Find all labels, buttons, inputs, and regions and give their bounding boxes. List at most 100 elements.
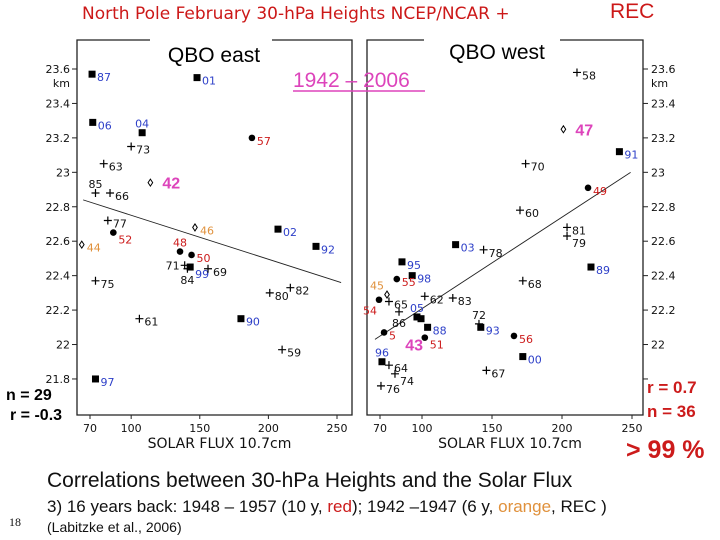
subcaption-part: 3) 16 years back: 1948 – 1957 (10 y,: [47, 497, 327, 516]
point-label: 55: [402, 276, 416, 289]
point-plus: [420, 292, 429, 301]
y-tick-label: 23.6: [46, 63, 71, 76]
trend-line: [374, 171, 631, 340]
point-label: 65: [394, 298, 408, 311]
point-label: 76: [386, 383, 400, 396]
point-label: 45: [370, 280, 384, 293]
point-diamond: [192, 223, 198, 232]
point-circle: [188, 251, 195, 259]
point-plus: [563, 223, 572, 232]
point-label: 03: [461, 242, 475, 255]
point-plus: [395, 307, 404, 316]
point-circle: [393, 275, 401, 283]
x-tick-label: 150: [189, 422, 210, 435]
point-square: [519, 353, 527, 361]
x-axis-label: SOLAR FLUX 10.7cm: [438, 436, 582, 452]
point-label: 59: [287, 347, 301, 360]
point-plus: [127, 142, 136, 151]
east-n-stat: n = 29: [6, 387, 52, 404]
y-unit-label: km: [651, 77, 668, 90]
y-tick-label: 22.8: [651, 201, 676, 214]
point-square: [398, 258, 406, 266]
point-circle: [380, 329, 388, 336]
y-tick-label: 22: [56, 339, 70, 352]
point-plus: [99, 159, 108, 168]
point-label: 56: [519, 333, 533, 346]
point-label: 79: [572, 237, 586, 250]
point-label: 46: [200, 224, 214, 237]
point-square: [408, 272, 416, 280]
point-label: 06: [98, 119, 112, 132]
point-label: 00: [528, 354, 542, 367]
point-label: 71: [166, 259, 180, 272]
subcaption-part: , REC ): [551, 497, 607, 516]
point-square: [378, 358, 386, 366]
point-label: 54: [363, 305, 377, 318]
point-label: 86: [392, 317, 406, 330]
point-square: [186, 263, 194, 271]
citation: (Labitzke et al., 2006): [47, 519, 182, 535]
point-plus: [286, 283, 295, 292]
point-label: 57: [257, 135, 271, 148]
point-label: 93: [486, 324, 500, 337]
y-tick-label: 23.4: [46, 97, 71, 110]
x-tick-label: 100: [121, 422, 142, 435]
point-plus: [265, 288, 274, 297]
panel-qbo-west: 23.6 23.4 23.2 23 22.8 22.6 22.4 22.2 22 km 70 100 1…: [363, 39, 676, 452]
point-label: 74: [400, 375, 414, 388]
subcaption: 3) 16 years back: 1948 – 1957 (10 y, red…: [47, 497, 607, 516]
point-label: 49: [593, 185, 607, 198]
point-square: [91, 375, 99, 383]
trend-line: [83, 199, 342, 283]
point-label: 90: [246, 316, 260, 329]
y-unit-label: km: [53, 77, 70, 90]
point-label: 64: [394, 362, 408, 375]
point-label: 02: [283, 226, 297, 239]
point-label: 43: [405, 338, 423, 355]
point-plus: [106, 188, 115, 197]
point-plus: [516, 206, 524, 215]
point-plus: [135, 314, 144, 323]
point-label: 73: [136, 143, 150, 156]
x-tick-label: 100: [412, 422, 433, 435]
point-label: 92: [321, 243, 335, 256]
point-plus: [521, 159, 530, 168]
panel-qbo-east: 23.6 23.4 23.2 23 22.8 22.6 22.4 22.2 22 21.8 km 70…: [46, 39, 353, 452]
point-label: 67: [491, 367, 505, 380]
x-axis-label: SOLAR FLUX 10.7cm: [148, 436, 292, 452]
point-diamond: [560, 124, 567, 134]
significance-label: > 99 %: [626, 436, 705, 464]
point-label: 61: [144, 316, 158, 329]
east-r-stat: r = -0.3: [10, 407, 62, 424]
panel-title-qbo-west: QBO west: [449, 41, 545, 64]
y-tick-label: 23.6: [651, 63, 676, 76]
point-plus: [91, 276, 100, 285]
y-tick-label: 21.8: [46, 373, 71, 386]
point-label: 47: [575, 122, 593, 139]
period-label: 1942 – 2006: [293, 69, 410, 92]
point-label: 83: [458, 295, 472, 308]
x-tick-label: 150: [482, 422, 503, 435]
y-tick-label: 22.4: [46, 270, 71, 283]
point-label: 72: [472, 309, 486, 322]
point-square: [413, 313, 421, 321]
y-tick-label: 22.6: [651, 235, 676, 248]
point-label: 81: [572, 224, 586, 237]
plot-frame: [76, 39, 353, 416]
point-label: 04: [135, 118, 149, 131]
x-tick-label: 250: [622, 422, 643, 435]
point-label: 05: [410, 302, 424, 315]
point-label: 97: [100, 376, 114, 389]
point-plus: [390, 369, 399, 378]
y-tick-label: 22.6: [46, 235, 71, 248]
point-circle: [421, 334, 429, 341]
point-label: 75: [100, 278, 114, 291]
point-square: [237, 315, 245, 323]
point-plus: [278, 345, 287, 354]
y-tick-label: 23.2: [46, 132, 71, 145]
point-label: 84: [180, 274, 194, 287]
point-plus: [376, 381, 385, 390]
point-label: 96: [375, 347, 389, 360]
figure-title: North Pole February 30-hPa Heights NCEP/…: [82, 4, 510, 24]
